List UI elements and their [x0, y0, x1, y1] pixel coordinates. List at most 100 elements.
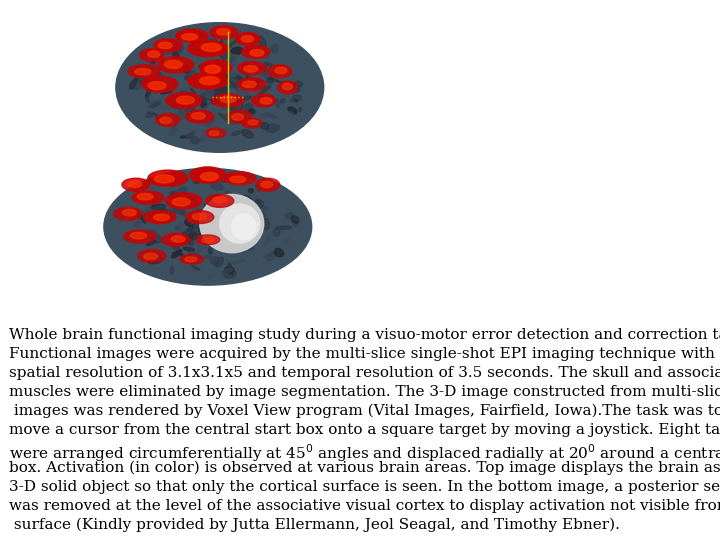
- Ellipse shape: [227, 269, 234, 275]
- Ellipse shape: [223, 199, 235, 205]
- Ellipse shape: [202, 230, 213, 234]
- Ellipse shape: [194, 207, 197, 210]
- Ellipse shape: [261, 123, 269, 129]
- Ellipse shape: [235, 32, 260, 45]
- Ellipse shape: [171, 236, 185, 242]
- Ellipse shape: [208, 91, 215, 96]
- Ellipse shape: [225, 112, 234, 119]
- Text: images was rendered by Voxel View program (Vital Images, Fairfield, Iowa).The ta: images was rendered by Voxel View progra…: [9, 404, 720, 418]
- Ellipse shape: [205, 225, 213, 228]
- Ellipse shape: [225, 198, 228, 204]
- Ellipse shape: [172, 198, 190, 206]
- Ellipse shape: [235, 76, 243, 83]
- Ellipse shape: [261, 55, 269, 59]
- Ellipse shape: [222, 105, 227, 110]
- Ellipse shape: [249, 118, 260, 125]
- Ellipse shape: [238, 226, 244, 231]
- Ellipse shape: [196, 235, 220, 245]
- Ellipse shape: [248, 120, 258, 125]
- Ellipse shape: [252, 212, 266, 217]
- Ellipse shape: [219, 96, 227, 105]
- Ellipse shape: [186, 213, 194, 224]
- Ellipse shape: [149, 59, 156, 68]
- Ellipse shape: [186, 132, 194, 138]
- Ellipse shape: [174, 50, 181, 55]
- Ellipse shape: [219, 86, 225, 91]
- Ellipse shape: [229, 38, 240, 46]
- Ellipse shape: [224, 270, 236, 278]
- Ellipse shape: [219, 89, 227, 98]
- Ellipse shape: [217, 97, 223, 102]
- Ellipse shape: [162, 233, 190, 246]
- Ellipse shape: [168, 195, 174, 200]
- Ellipse shape: [171, 267, 174, 274]
- Ellipse shape: [193, 209, 203, 221]
- Ellipse shape: [156, 80, 161, 88]
- Ellipse shape: [153, 209, 161, 216]
- Ellipse shape: [216, 212, 225, 217]
- Ellipse shape: [171, 241, 180, 252]
- Ellipse shape: [237, 85, 246, 91]
- Ellipse shape: [217, 83, 224, 94]
- Ellipse shape: [191, 137, 199, 144]
- Ellipse shape: [248, 241, 254, 251]
- Ellipse shape: [204, 111, 208, 118]
- Ellipse shape: [212, 94, 244, 107]
- Ellipse shape: [288, 107, 297, 114]
- Ellipse shape: [222, 242, 228, 249]
- Ellipse shape: [140, 49, 164, 62]
- Ellipse shape: [205, 222, 215, 233]
- Ellipse shape: [210, 96, 217, 100]
- Ellipse shape: [158, 79, 163, 85]
- Ellipse shape: [158, 50, 170, 54]
- Ellipse shape: [150, 234, 158, 241]
- Ellipse shape: [139, 214, 146, 223]
- Ellipse shape: [244, 52, 251, 59]
- Ellipse shape: [188, 40, 228, 57]
- Ellipse shape: [206, 118, 215, 124]
- Ellipse shape: [203, 224, 208, 227]
- Ellipse shape: [222, 206, 226, 218]
- Ellipse shape: [158, 42, 172, 49]
- Ellipse shape: [220, 179, 229, 183]
- Ellipse shape: [276, 226, 292, 230]
- Ellipse shape: [264, 252, 275, 258]
- Ellipse shape: [122, 178, 150, 191]
- Text: Whole brain functional imaging study during a visuo-motor error detection and co: Whole brain functional imaging study dur…: [9, 328, 720, 342]
- Ellipse shape: [182, 237, 191, 244]
- Ellipse shape: [273, 228, 280, 237]
- Ellipse shape: [221, 49, 228, 59]
- Ellipse shape: [186, 96, 195, 101]
- Ellipse shape: [228, 110, 252, 123]
- Ellipse shape: [172, 252, 184, 255]
- Ellipse shape: [248, 109, 255, 114]
- Ellipse shape: [228, 57, 234, 63]
- Ellipse shape: [197, 221, 204, 225]
- Ellipse shape: [199, 240, 210, 249]
- Ellipse shape: [184, 219, 194, 226]
- Ellipse shape: [166, 92, 202, 109]
- Ellipse shape: [242, 45, 270, 58]
- Ellipse shape: [242, 68, 247, 75]
- Ellipse shape: [230, 78, 240, 85]
- Ellipse shape: [275, 67, 287, 73]
- Ellipse shape: [207, 226, 210, 228]
- Ellipse shape: [206, 128, 226, 138]
- Ellipse shape: [238, 78, 266, 91]
- Ellipse shape: [146, 217, 154, 219]
- Ellipse shape: [178, 187, 186, 194]
- Ellipse shape: [181, 194, 188, 204]
- Ellipse shape: [243, 62, 251, 73]
- Ellipse shape: [188, 73, 228, 89]
- Ellipse shape: [229, 213, 240, 221]
- Ellipse shape: [174, 83, 177, 85]
- Ellipse shape: [209, 131, 219, 136]
- Ellipse shape: [152, 82, 161, 87]
- Ellipse shape: [205, 255, 213, 259]
- Ellipse shape: [116, 23, 324, 152]
- Ellipse shape: [205, 220, 215, 231]
- Ellipse shape: [190, 71, 196, 76]
- Ellipse shape: [166, 220, 174, 223]
- Ellipse shape: [130, 232, 146, 239]
- Ellipse shape: [256, 178, 280, 191]
